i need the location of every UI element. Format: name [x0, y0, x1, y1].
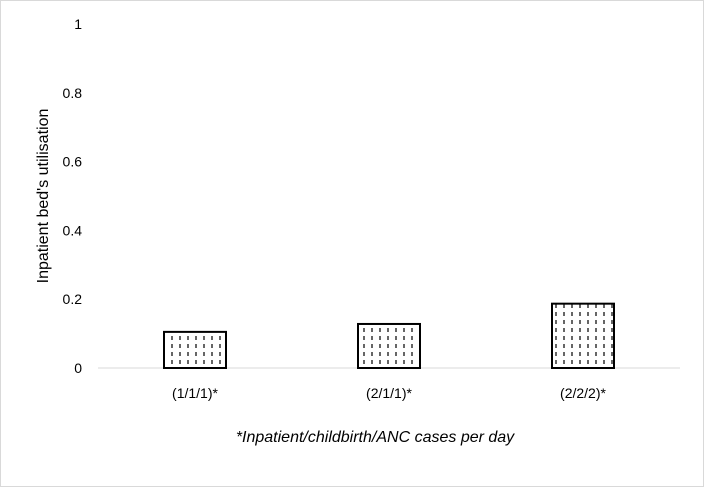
x-axis-ticks: (1/1/1)* (2/1/1)* (2/2/2)*	[172, 385, 606, 401]
x-axis-label: *Inpatient/childbirth/ANC cases per day	[236, 429, 515, 446]
y-tick-label: 0.8	[63, 85, 83, 101]
y-tick-label: 0.4	[63, 222, 83, 238]
bar	[357, 322, 421, 369]
y-tick-label: 0	[74, 360, 82, 376]
y-axis-label: Inpatient bed's utilisation	[35, 109, 52, 284]
y-tick-label: 0.6	[63, 154, 83, 170]
bar	[163, 330, 227, 370]
y-tick-label: 0.2	[63, 291, 83, 307]
y-axis-ticks: 0 0.2 0.4 0.6 0.8 1	[63, 16, 83, 376]
x-tick-label: (2/2/2)*	[560, 385, 606, 401]
bars	[163, 302, 615, 370]
x-tick-label: (2/1/1)*	[366, 385, 412, 401]
y-tick-label: 1	[74, 16, 82, 32]
bar	[551, 302, 615, 369]
x-tick-label: (1/1/1)*	[172, 385, 218, 401]
